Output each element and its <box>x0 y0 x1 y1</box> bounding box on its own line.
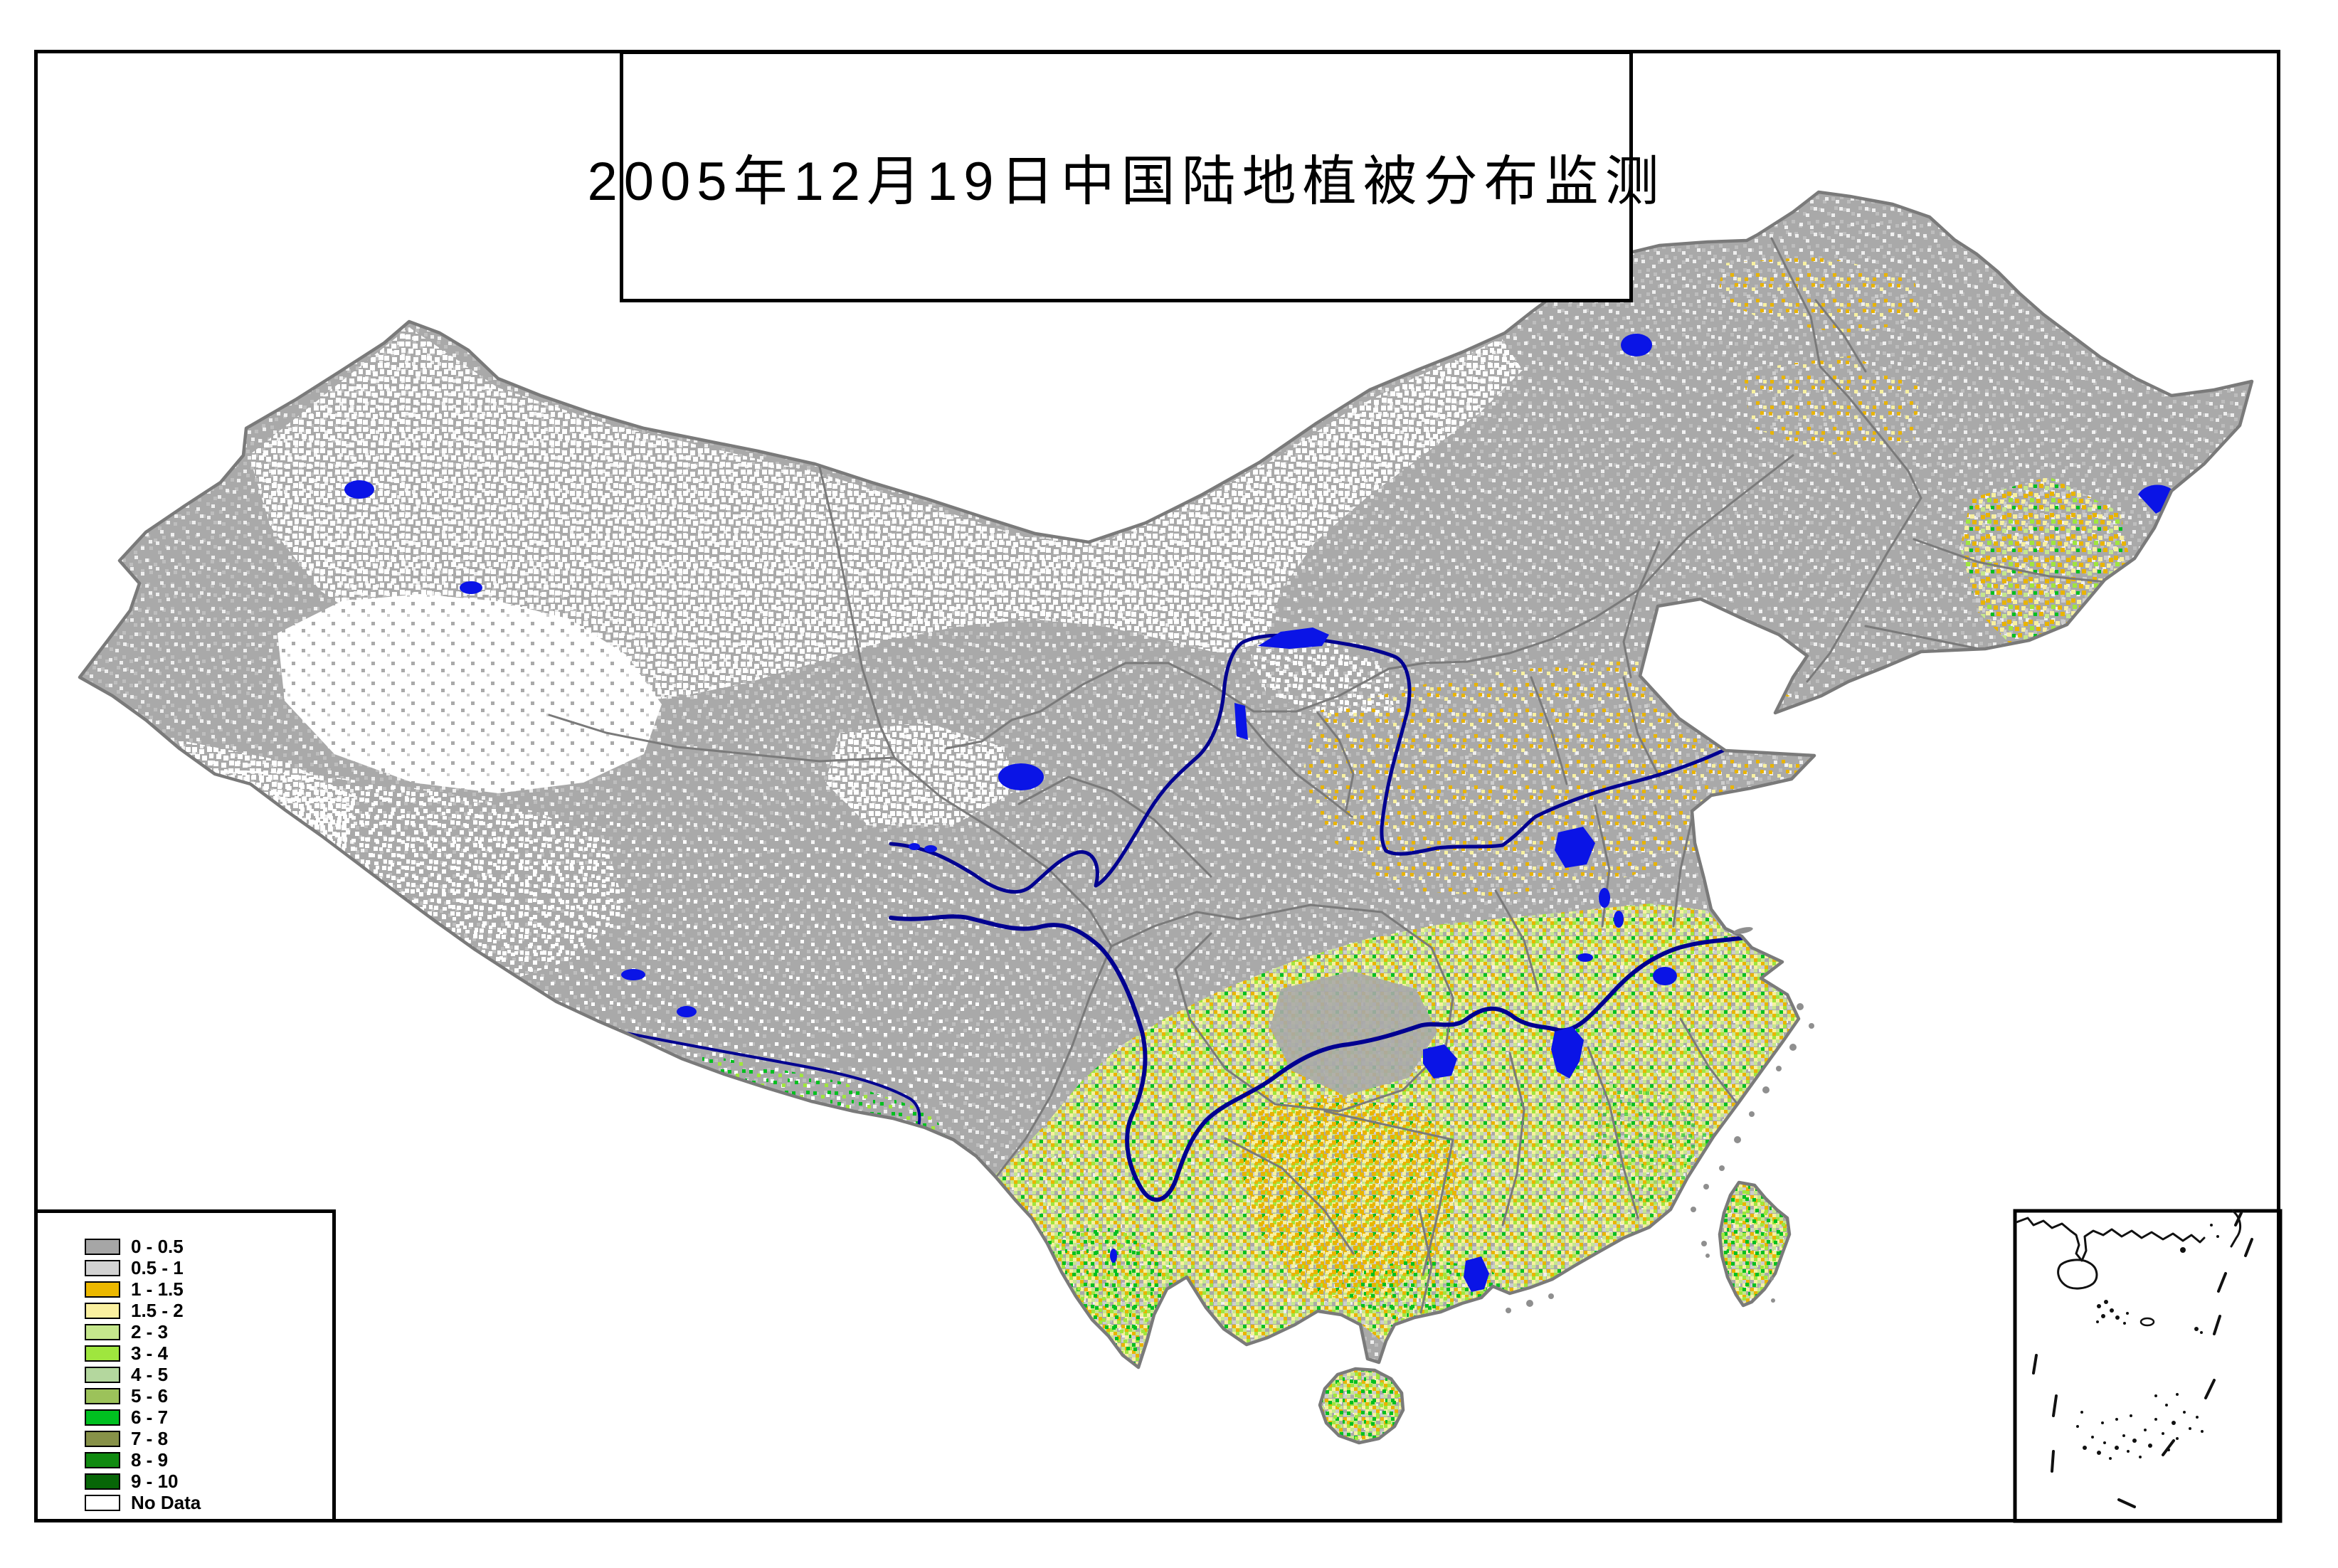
legend-label: 4 - 5 <box>131 1364 169 1385</box>
legend-item: 7 - 8 <box>85 1428 201 1449</box>
legend-item: 9 - 10 <box>85 1471 201 1492</box>
province-boundaries <box>548 237 2166 1314</box>
south-china-sea-inset <box>2013 1209 2283 1523</box>
bosten-lake <box>460 581 482 594</box>
legend-label: 7 - 8 <box>131 1428 169 1449</box>
no-data-qaidam <box>825 722 1017 825</box>
lakes <box>344 334 2179 1292</box>
brahmaputra-river <box>625 1032 921 1143</box>
speckle-liaoning <box>1921 669 2021 754</box>
silingco-lake <box>677 1006 697 1017</box>
legend-swatch <box>85 1430 120 1447</box>
no-data-tarim <box>277 594 662 793</box>
legend-swatch <box>85 1366 120 1383</box>
legend-item: 4 - 5 <box>85 1364 201 1385</box>
legend-item: 6 - 7 <box>85 1407 201 1428</box>
legend-swatch <box>85 1451 120 1468</box>
tibet-sparse-white <box>356 783 1017 1110</box>
legend-label: 5 - 6 <box>131 1385 169 1407</box>
legend-item: 0 - 0.5 <box>85 1236 201 1257</box>
luoma-lake <box>1614 911 1624 928</box>
legend-label: 0 - 0.5 <box>131 1236 184 1257</box>
dongting-lake <box>1423 1044 1457 1079</box>
legend-label: 2 - 3 <box>131 1321 169 1342</box>
legend-swatch <box>85 1473 120 1490</box>
legend-label: 0.5 - 1 <box>131 1257 184 1278</box>
legend-swatch <box>85 1494 120 1511</box>
legend-swatch <box>85 1238 120 1255</box>
legend-item: 8 - 9 <box>85 1449 201 1471</box>
legend-item: 1 - 1.5 <box>85 1278 201 1300</box>
legend-label: No Data <box>131 1492 201 1513</box>
legend-swatch <box>85 1409 120 1426</box>
qinghai-lake <box>998 763 1044 790</box>
legend-label: 3 - 4 <box>131 1342 169 1364</box>
legend-label: 1 - 1.5 <box>131 1278 184 1300</box>
erhai-lake <box>1110 1249 1117 1263</box>
no-data-west <box>249 327 1523 704</box>
china-landmass <box>71 185 2263 1458</box>
speckle-ne-band <box>1718 256 1921 334</box>
inset-dash-line <box>2032 1212 2253 1508</box>
pearl-estuary <box>1464 1256 1489 1292</box>
namco-lake <box>621 969 645 980</box>
inset-frame <box>2013 1209 2283 1523</box>
legend-label: 9 - 10 <box>131 1471 179 1492</box>
hetao-lake-2 <box>1234 703 1248 740</box>
inset-macclesfield-ring <box>2139 1317 2155 1327</box>
hetao-lake <box>1258 627 1329 649</box>
legend-item: 1.5 - 2 <box>85 1300 201 1321</box>
chaohu-lake <box>1577 953 1593 962</box>
taihu-lake <box>1653 967 1677 985</box>
legend-item: 3 - 4 <box>85 1342 201 1364</box>
sichuan-basin <box>1270 971 1437 1096</box>
inset-hainan <box>2057 1259 2098 1290</box>
legend-item: 0.5 - 1 <box>85 1257 201 1278</box>
legend-label: 8 - 9 <box>131 1449 169 1471</box>
coastal-islands <box>1506 927 1814 1313</box>
legend-label: 1.5 - 2 <box>131 1300 184 1321</box>
taiwan-green <box>1720 1182 1791 1307</box>
speckle-jilin <box>1985 676 2135 829</box>
hongze-lake <box>1555 827 1595 868</box>
gaoyou-lake <box>1599 888 1610 908</box>
no-data-ordos <box>1245 640 1395 719</box>
hulun-lake <box>1621 334 1652 356</box>
gyaring-lake <box>909 843 920 850</box>
legend-swatch <box>85 1345 120 1362</box>
legend-item: 5 - 6 <box>85 1385 201 1407</box>
legend-label: 6 - 7 <box>131 1407 169 1428</box>
legend-swatch <box>85 1387 120 1404</box>
legend-swatch <box>85 1281 120 1298</box>
legend-swatch <box>85 1302 120 1319</box>
poyang-lake <box>1551 1027 1584 1079</box>
legend-item: No Data <box>85 1492 201 1513</box>
legend-swatch <box>85 1323 120 1340</box>
ngoring-lake <box>924 845 937 852</box>
speckle-gold-guizhou <box>1238 1096 1466 1302</box>
inset-coastline <box>2015 1217 2206 1262</box>
legend-swatch <box>85 1259 120 1276</box>
ulungur-lake <box>344 480 374 499</box>
map-title: 2005年12月19日中国陆地植被分布监测 <box>587 152 1666 212</box>
legend-item: 2 - 3 <box>85 1321 201 1342</box>
speckle-ussuri <box>2177 534 2252 619</box>
inset-taiwan-tip <box>2230 1209 2242 1248</box>
title-box: 2005年12月19日中国陆地植被分布监测 <box>587 51 1659 302</box>
